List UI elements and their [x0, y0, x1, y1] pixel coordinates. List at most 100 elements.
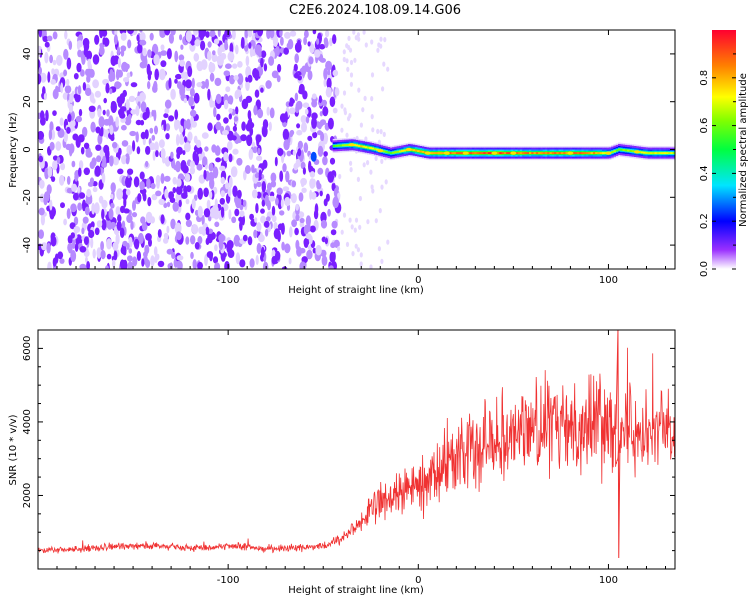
noise-speck	[235, 44, 239, 55]
noise-speck	[290, 193, 297, 204]
noise-speck	[263, 220, 270, 228]
noise-speck	[185, 198, 190, 205]
noise-speck	[328, 265, 334, 269]
noise-speck	[193, 52, 200, 62]
noise-speck	[120, 106, 127, 112]
noise-speck	[228, 107, 233, 114]
noise-speck	[337, 246, 341, 252]
y-tick-label: 20	[22, 95, 33, 108]
noise-speck	[51, 176, 56, 183]
noise-speck	[319, 43, 326, 50]
noise-speck	[200, 59, 208, 70]
noise-speck	[232, 185, 238, 198]
noise-speck	[265, 80, 272, 89]
noise-speck	[176, 193, 182, 202]
noise-speck	[139, 32, 146, 42]
noise-speck	[150, 182, 156, 190]
noise-speck	[305, 233, 312, 240]
noise-speck	[90, 237, 94, 249]
noise-speck	[172, 201, 179, 212]
ridge-cell	[647, 152, 651, 155]
noise-speck	[334, 87, 340, 97]
noise-speck	[188, 96, 195, 107]
noise-speck	[74, 173, 79, 182]
noise-speck	[136, 34, 140, 42]
noise-speck	[94, 165, 101, 177]
noise-speck	[256, 155, 263, 162]
noise-speck	[110, 100, 116, 108]
noise-speck	[255, 203, 259, 214]
noise-speck	[219, 197, 225, 205]
noise-speck	[112, 141, 118, 149]
noise-speck	[125, 176, 131, 188]
noise-speck	[340, 127, 344, 133]
ridge-cell	[631, 150, 635, 153]
noise-speck	[300, 177, 307, 186]
ridge-cell	[540, 152, 543, 155]
noise-speck	[145, 107, 150, 119]
noise-speck	[331, 220, 338, 229]
noise-speck	[349, 72, 354, 78]
noise-speck	[164, 30, 171, 36]
noise-speck	[170, 30, 176, 36]
noise-speck	[41, 242, 48, 251]
noise-speck	[127, 168, 134, 175]
noise-speck	[225, 182, 230, 190]
noise-speck	[137, 193, 142, 203]
noise-speck	[268, 121, 272, 132]
ridge-cell	[417, 150, 420, 153]
noise-speck	[301, 187, 307, 193]
ridge-cell	[414, 149, 418, 152]
noise-speck	[364, 42, 368, 48]
noise-speck	[160, 148, 166, 160]
noise-speck	[228, 153, 233, 163]
ridge-cell	[576, 152, 580, 155]
isolated-spot	[310, 151, 317, 162]
ridge-cell	[538, 152, 541, 155]
noise-speck	[127, 114, 132, 120]
noise-speck	[349, 160, 353, 166]
noise-speck	[55, 85, 59, 92]
noise-speck	[353, 57, 357, 63]
noise-speck	[270, 180, 277, 188]
noise-speck	[284, 111, 288, 123]
ridge-cell	[458, 152, 461, 155]
noise-speck	[311, 116, 317, 129]
ridge-cell	[665, 152, 669, 155]
noise-speck	[139, 181, 145, 191]
noise-speck	[228, 113, 232, 120]
noise-speck	[71, 183, 78, 192]
noise-speck	[310, 191, 317, 200]
noise-speck	[51, 68, 55, 75]
noise-speck	[149, 142, 156, 151]
ridge-cell	[572, 152, 575, 155]
ridge-cell	[554, 152, 557, 155]
noise-speck	[163, 113, 169, 119]
noise-speck	[79, 246, 87, 253]
ridge-cell	[620, 148, 623, 151]
noise-speck	[266, 30, 271, 40]
noise-speck	[168, 191, 175, 200]
noise-speck	[291, 219, 297, 228]
noise-speck	[178, 135, 185, 145]
noise-speck	[345, 241, 350, 247]
noise-speck	[83, 142, 90, 149]
noise-speck	[332, 251, 336, 262]
noise-speck	[126, 214, 133, 223]
noise-speck	[182, 150, 186, 156]
ridge-cell	[499, 152, 502, 155]
noise-speck	[159, 30, 166, 38]
ridge-cell	[563, 152, 566, 155]
noise-speck	[55, 141, 62, 151]
noise-speck	[150, 255, 155, 267]
noise-speck	[352, 30, 356, 35]
ridge-cell	[579, 152, 582, 155]
noise-speck	[116, 188, 123, 200]
ridge-cell	[624, 149, 628, 152]
noise-speck	[183, 97, 188, 104]
noise-speck	[240, 134, 248, 142]
noise-speck	[82, 216, 89, 224]
noise-speck	[286, 150, 292, 157]
ridge-cell	[649, 152, 653, 155]
noise-speck	[299, 217, 305, 224]
